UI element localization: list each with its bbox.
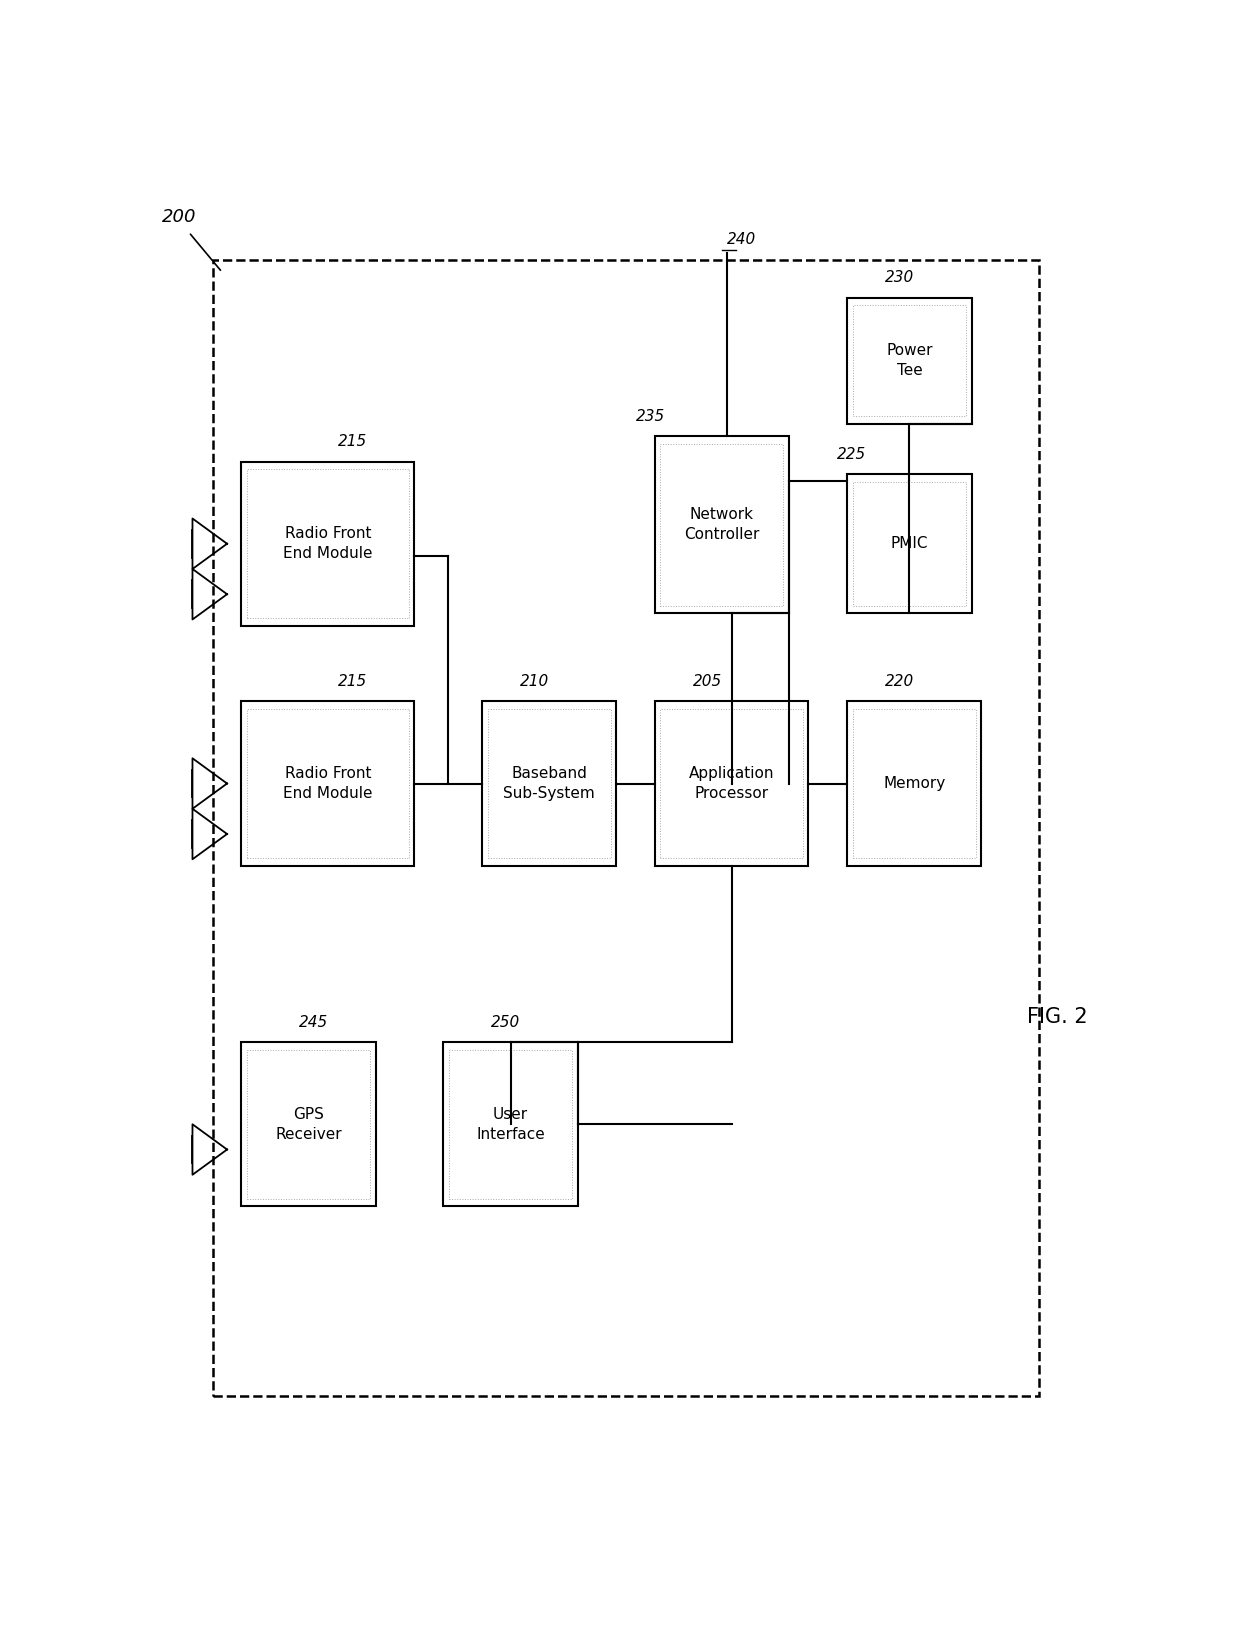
Text: Network
Controller: Network Controller [684,508,760,543]
Bar [847,701,982,865]
Bar [655,701,808,865]
Text: 215: 215 [337,434,367,449]
Bar [444,1042,578,1206]
Text: 240: 240 [727,233,756,247]
Text: 250: 250 [491,1015,521,1029]
Text: FIG. 2: FIG. 2 [1027,1006,1087,1028]
Bar [213,261,1039,1396]
Bar [242,1042,376,1206]
Text: User
Interface: User Interface [476,1106,544,1142]
Bar [449,1051,572,1198]
Bar [661,444,784,605]
Text: 245: 245 [299,1015,329,1029]
Text: Application
Processor: Application Processor [689,765,774,801]
Text: 210: 210 [521,674,549,688]
Text: 215: 215 [337,674,367,688]
Bar [247,469,409,618]
Text: 235: 235 [635,408,665,425]
Text: PMIC: PMIC [890,536,928,551]
Text: 230: 230 [885,270,915,285]
Text: Radio Front
End Module: Radio Front End Module [283,526,373,561]
Bar [247,710,409,857]
Text: Memory: Memory [883,775,945,792]
Bar [247,1051,371,1198]
Bar [853,305,966,416]
Bar [487,710,610,857]
Bar [661,710,802,857]
Text: Power
Tee: Power Tee [887,343,932,379]
Bar [242,462,414,626]
Text: 205: 205 [693,674,723,688]
Bar [853,482,966,605]
Bar [655,436,789,613]
Bar [481,701,616,865]
Text: Radio Front
End Module: Radio Front End Module [283,765,373,801]
Bar [242,701,414,865]
Text: 200: 200 [161,208,196,226]
Text: GPS
Receiver: GPS Receiver [275,1106,342,1142]
Text: 225: 225 [837,447,867,462]
Bar [847,298,972,425]
Text: Baseband
Sub-System: Baseband Sub-System [503,765,595,801]
Bar [853,710,976,857]
Text: 220: 220 [885,674,915,688]
Bar [847,474,972,613]
